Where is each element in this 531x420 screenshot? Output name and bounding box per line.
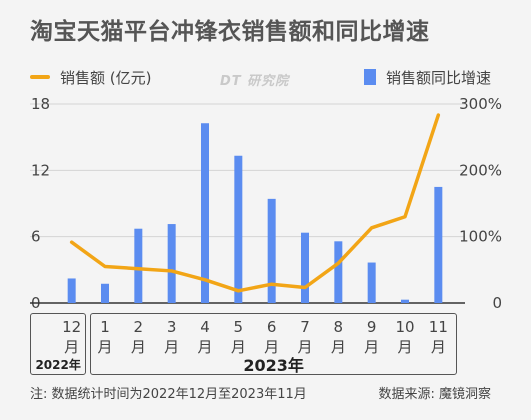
bar-4月 xyxy=(201,123,209,303)
legend-line-entry: 销售额 (亿元) xyxy=(30,66,151,88)
year-label-2023: 2023年 xyxy=(243,356,304,375)
x-tick-number: 12 xyxy=(62,318,81,336)
bar-1月 xyxy=(101,283,109,303)
data-source: 数据来源: 魔镜洞察 xyxy=(378,387,491,402)
x-tick-suffix: 月 xyxy=(64,338,79,356)
line-point-9月 xyxy=(371,227,373,229)
x-tick-number: 10 xyxy=(395,318,414,336)
y-left-tick-label: 18 xyxy=(31,95,50,113)
y-left-tick-label: 6 xyxy=(31,228,41,246)
bar-12月 xyxy=(67,278,76,303)
y-right-tick-label: 0 xyxy=(492,294,502,312)
x-tick-suffix: 月 xyxy=(97,338,112,356)
x-tick-number: 5 xyxy=(234,318,244,336)
footnote: 注: 数据统计时间为2022年12月至2023年11月 xyxy=(30,387,307,402)
line-point-11月 xyxy=(437,114,439,116)
y-right-tick-label: 300% xyxy=(459,95,502,113)
y-right-tick-label: 100% xyxy=(459,228,502,246)
year-label-2022: 2022年 xyxy=(35,358,81,372)
x-tick-suffix: 月 xyxy=(264,338,279,356)
x-tick-number: 9 xyxy=(367,318,377,336)
legend-bar-entry: 销售额同比增速 xyxy=(363,66,491,88)
bar-6月 xyxy=(267,198,276,303)
x-tick-suffix: 月 xyxy=(197,338,212,356)
x-tick-suffix: 月 xyxy=(431,338,446,356)
x-tick-suffix: 月 xyxy=(231,338,246,356)
x-tick-number: 1 xyxy=(100,318,110,336)
x-tick-number: 11 xyxy=(429,318,448,336)
line-point-6月 xyxy=(271,283,273,285)
y-left-tick-label: 12 xyxy=(31,161,50,179)
line-point-4月 xyxy=(204,279,206,281)
x-tick-suffix: 月 xyxy=(364,338,379,356)
y-right-tick-label: 200% xyxy=(459,161,502,179)
x-tick-number: 8 xyxy=(334,318,344,336)
chart-title: 淘宝天猫平台冲锋衣销售额和同比增速 xyxy=(30,19,430,45)
line-point-5月 xyxy=(237,290,239,292)
x-tick-number: 6 xyxy=(267,318,277,336)
x-tick-suffix: 月 xyxy=(131,338,146,356)
x-tick-number: 2 xyxy=(134,318,144,336)
legend-line-swatch xyxy=(30,75,50,79)
bar-3月 xyxy=(167,224,176,303)
year-box-2022 xyxy=(30,313,87,375)
line-point-12月 xyxy=(71,241,73,243)
year-box-2023 xyxy=(90,313,457,375)
legend-bar-swatch xyxy=(363,69,376,85)
x-tick-number: 4 xyxy=(200,318,210,336)
bar-7月 xyxy=(301,232,309,303)
bar-8月 xyxy=(334,241,343,303)
bar-5月 xyxy=(234,155,243,303)
watermark: DT 研究院 xyxy=(220,74,290,89)
x-tick-suffix: 月 xyxy=(164,338,179,356)
bar-10月 xyxy=(401,299,409,303)
line-point-10月 xyxy=(404,216,406,218)
legend-line-label: 销售额 (亿元) xyxy=(60,68,152,87)
line-point-2月 xyxy=(137,268,139,270)
sales-line xyxy=(69,113,441,293)
line-point-8月 xyxy=(337,262,339,264)
bar-2月 xyxy=(134,228,143,303)
line-point-7月 xyxy=(304,287,306,289)
x-tick-suffix: 月 xyxy=(331,338,346,356)
x-tick-suffix: 月 xyxy=(397,338,412,356)
x-tick-number: 3 xyxy=(167,318,177,336)
x-tick-suffix: 月 xyxy=(297,338,312,356)
x-tick-number: 7 xyxy=(300,318,310,336)
line-point-1月 xyxy=(104,266,106,268)
legend-bar-label: 销售额同比增速 xyxy=(385,68,491,87)
bar-9月 xyxy=(367,262,376,303)
bar-11月 xyxy=(434,186,443,303)
line-point-3月 xyxy=(171,270,173,272)
